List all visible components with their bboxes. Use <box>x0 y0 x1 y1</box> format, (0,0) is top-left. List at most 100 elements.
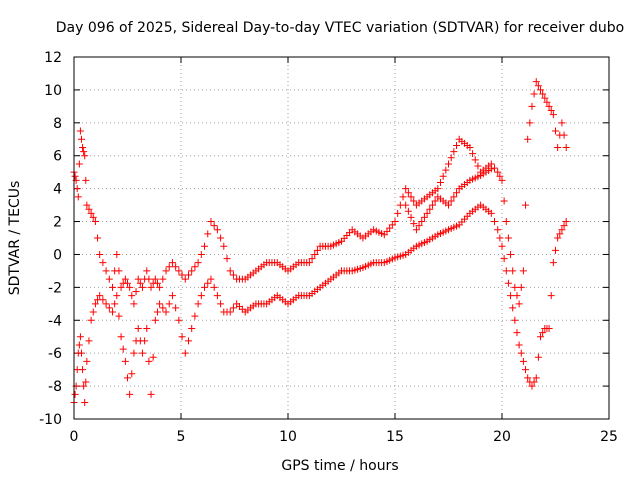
data-point <box>356 264 364 272</box>
data-point <box>143 325 151 332</box>
data-point <box>77 349 85 357</box>
data-point <box>113 292 121 300</box>
data-point <box>134 325 142 332</box>
data-point <box>175 267 183 275</box>
data-point <box>292 261 300 269</box>
data-point <box>132 287 140 295</box>
data-point <box>407 193 415 201</box>
data-point <box>442 166 450 174</box>
data-point <box>517 283 525 291</box>
data-point <box>552 246 559 254</box>
data-point <box>442 199 450 207</box>
data-point <box>105 304 113 312</box>
data-point <box>213 292 221 300</box>
data-point <box>509 267 517 275</box>
data-point <box>524 374 532 382</box>
data-point <box>71 172 79 180</box>
data-point <box>308 255 316 263</box>
data-point <box>491 164 499 172</box>
data-point <box>151 275 159 283</box>
data-point <box>188 267 196 275</box>
data-point <box>73 185 81 193</box>
data-point <box>509 304 517 312</box>
data-point <box>226 267 234 275</box>
data-point <box>445 160 452 168</box>
data-point <box>313 246 321 254</box>
data-point <box>463 212 471 220</box>
data-point <box>469 150 477 158</box>
y-tick-label: 0 <box>53 247 62 263</box>
data-point <box>346 267 354 275</box>
data-point <box>526 119 534 127</box>
data-point <box>121 357 129 365</box>
data-point <box>402 185 410 193</box>
data-point <box>519 267 527 275</box>
data-point <box>145 357 153 365</box>
data-point <box>109 308 117 316</box>
data-point <box>534 82 542 90</box>
data-point <box>156 300 164 308</box>
data-point <box>453 222 461 230</box>
y-tick-label: -10 <box>39 412 62 428</box>
data-point <box>141 337 149 345</box>
data-point <box>181 275 189 283</box>
data-point <box>130 349 138 357</box>
data-point <box>498 176 506 184</box>
data-point <box>115 267 123 275</box>
data-point <box>111 300 119 308</box>
x-tick-label: 0 <box>70 429 79 445</box>
data-point <box>378 229 386 237</box>
data-point <box>91 300 99 308</box>
data-point <box>335 269 343 277</box>
data-point <box>418 218 426 226</box>
data-point <box>447 154 455 162</box>
data-point <box>292 294 300 302</box>
data-point <box>159 304 167 312</box>
data-point <box>412 226 420 234</box>
data-point <box>145 275 153 283</box>
data-point <box>549 259 557 267</box>
data-point <box>138 349 146 357</box>
data-point <box>543 325 551 332</box>
y-axis-ticks: -10 -8 -6 -4 -2 0 2 4 6 8 10 12 <box>39 50 609 428</box>
data-point <box>130 300 138 308</box>
data-point <box>420 195 428 203</box>
data-point <box>83 201 91 209</box>
data-point <box>181 349 189 357</box>
data-point <box>404 207 412 215</box>
y-axis-label: SDTVAR / TECUs <box>7 181 23 296</box>
data-point <box>463 178 471 186</box>
data-point <box>511 283 519 291</box>
data-point <box>76 333 84 341</box>
y-tick-label: 6 <box>53 149 62 165</box>
data-point <box>74 193 82 201</box>
data-point <box>558 119 566 127</box>
data-point <box>82 378 90 386</box>
data-point <box>77 135 85 143</box>
data-point <box>513 292 521 300</box>
data-point <box>168 259 176 267</box>
data-point <box>238 275 246 283</box>
y-tick-label: -2 <box>48 280 62 296</box>
data-point <box>159 275 167 283</box>
data-point <box>99 296 107 304</box>
data-point <box>151 316 159 324</box>
plot-frame <box>73 56 610 420</box>
data-point <box>136 279 144 287</box>
data-point <box>439 172 447 180</box>
data-point <box>105 275 113 283</box>
data-point <box>556 230 564 238</box>
data-point <box>94 234 102 242</box>
data-point <box>75 160 83 168</box>
data-point <box>515 341 523 349</box>
y-tick-label: -6 <box>48 346 62 362</box>
data-point <box>81 399 89 407</box>
data-point <box>388 255 396 263</box>
data-point <box>378 259 386 267</box>
data-point <box>562 218 570 226</box>
data-point <box>511 316 519 324</box>
data-point <box>346 229 354 237</box>
data-point <box>491 218 499 226</box>
data-point <box>502 218 510 226</box>
